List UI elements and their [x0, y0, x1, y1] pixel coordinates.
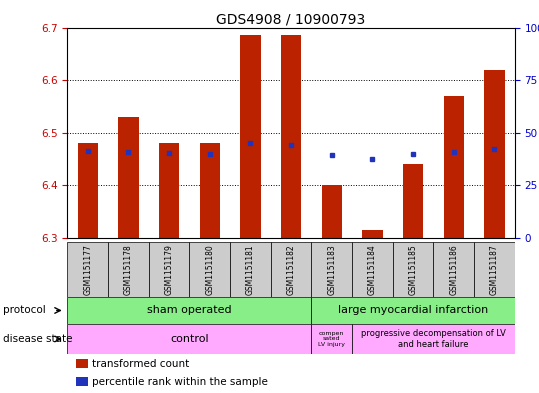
Bar: [78, 143, 98, 238]
Bar: [149, 242, 189, 297]
Bar: [403, 164, 423, 238]
Bar: [77, 377, 87, 386]
Text: GSM1151177: GSM1151177: [83, 244, 92, 295]
Text: GSM1151180: GSM1151180: [205, 244, 214, 295]
Bar: [77, 359, 87, 368]
Bar: [322, 185, 342, 238]
Bar: [352, 242, 393, 297]
Text: GSM1151187: GSM1151187: [490, 244, 499, 295]
Bar: [240, 35, 260, 238]
Text: percentile rank within the sample: percentile rank within the sample: [92, 377, 268, 387]
Text: disease state: disease state: [3, 334, 72, 344]
Bar: [362, 230, 383, 238]
Bar: [159, 143, 179, 238]
Text: GSM1151183: GSM1151183: [327, 244, 336, 295]
Bar: [67, 242, 108, 297]
Bar: [199, 143, 220, 238]
Text: progressive decompensation of LV
and heart failure: progressive decompensation of LV and hea…: [361, 329, 506, 349]
Text: sham operated: sham operated: [147, 305, 232, 316]
Title: GDS4908 / 10900793: GDS4908 / 10900793: [217, 12, 365, 26]
Text: GSM1151181: GSM1151181: [246, 244, 255, 294]
Bar: [393, 242, 433, 297]
Text: GSM1151182: GSM1151182: [287, 244, 295, 294]
Text: control: control: [170, 334, 209, 344]
Text: compen
sated
LV injury: compen sated LV injury: [318, 331, 345, 347]
Bar: [67, 297, 312, 324]
Bar: [484, 70, 505, 238]
Text: GSM1151185: GSM1151185: [409, 244, 418, 295]
Bar: [230, 242, 271, 297]
Bar: [108, 242, 149, 297]
Bar: [189, 242, 230, 297]
Text: GSM1151178: GSM1151178: [124, 244, 133, 295]
Bar: [352, 324, 515, 354]
Text: GSM1151184: GSM1151184: [368, 244, 377, 295]
Bar: [271, 242, 312, 297]
Bar: [118, 117, 139, 238]
Text: large myocardial infarction: large myocardial infarction: [338, 305, 488, 316]
Bar: [312, 324, 352, 354]
Bar: [281, 35, 301, 238]
Text: GSM1151179: GSM1151179: [164, 244, 174, 295]
Bar: [474, 242, 515, 297]
Bar: [444, 96, 464, 238]
Bar: [312, 297, 515, 324]
Text: transformed count: transformed count: [92, 359, 189, 369]
Bar: [433, 242, 474, 297]
Text: GSM1151186: GSM1151186: [449, 244, 458, 295]
Bar: [67, 324, 312, 354]
Bar: [312, 242, 352, 297]
Text: protocol: protocol: [3, 305, 45, 316]
